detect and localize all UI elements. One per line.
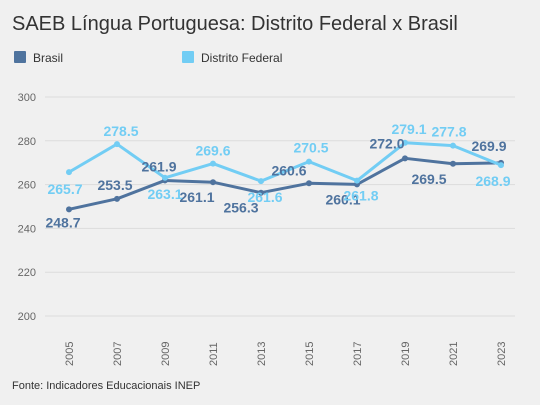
y-tick-label: 300 [18, 92, 36, 104]
legend-swatch-brasil [14, 51, 26, 63]
data-point [450, 160, 456, 167]
data-label: 265.7 [47, 181, 82, 197]
data-point [450, 142, 456, 149]
data-label: 269.6 [195, 143, 230, 159]
data-label: 261.9 [141, 158, 176, 174]
data-label: 253.5 [97, 177, 132, 193]
data-label: 261.1 [179, 189, 214, 205]
x-tick-label: 2017 [352, 342, 364, 366]
legend: Brasil Distrito Federal [14, 51, 282, 65]
data-point [210, 160, 216, 167]
x-tick-label: 2007 [112, 342, 124, 366]
x-tick-label: 2009 [160, 342, 172, 366]
y-tick-label: 280 [18, 136, 36, 148]
x-tick-label: 2023 [496, 342, 508, 366]
x-tick-label: 2015 [304, 342, 316, 366]
data-label: 260.6 [271, 162, 306, 178]
data-point [498, 162, 504, 169]
data-point [66, 169, 72, 176]
data-point [258, 178, 264, 185]
data-point [114, 141, 120, 148]
series-line [68, 141, 502, 183]
data-label: 263.1 [147, 186, 182, 202]
legend-label-distrito-federal: Distrito Federal [201, 51, 282, 65]
legend-label-brasil: Brasil [33, 51, 63, 65]
chart-title: SAEB Língua Portuguesa: Distrito Federal… [12, 13, 458, 35]
data-label: 260.1 [325, 191, 360, 207]
data-label: 261.6 [247, 189, 282, 205]
data-label: 279.1 [391, 121, 426, 137]
y-tick-label: 260 [18, 180, 36, 192]
x-axis: 2005 2007 2009 2011 2013 2015 2017 2019 2021 2023 [64, 342, 508, 366]
gridlines [45, 96, 515, 317]
data-label: 261.8 [343, 188, 378, 204]
series-line [68, 156, 502, 211]
data-point [306, 158, 312, 165]
legend-swatch-distrito-federal [182, 51, 194, 63]
data-point [306, 180, 312, 187]
data-label: 269.5 [411, 171, 446, 187]
data-label: 256.3 [223, 200, 258, 216]
data-point [258, 189, 264, 196]
x-tick-label: 2019 [400, 342, 412, 366]
data-point [402, 155, 408, 162]
y-tick-label: 240 [18, 223, 36, 235]
data-label: 270.5 [293, 140, 328, 156]
data-label: 248.7 [45, 214, 80, 230]
x-tick-label: 2013 [256, 342, 268, 366]
data-label: 277.8 [431, 124, 466, 140]
data-point [162, 174, 168, 181]
data-label: 269.9 [471, 138, 506, 154]
data-point [402, 139, 408, 146]
y-axis: 300 280 260 240 220 200 [18, 92, 36, 323]
y-tick-label: 220 [18, 267, 36, 279]
data-label: 268.9 [475, 173, 510, 189]
x-tick-label: 2005 [64, 342, 76, 366]
data-point [66, 206, 72, 213]
source-note: Fonte: Indicadores Educacionais INEP [12, 380, 200, 392]
data-point [354, 177, 360, 184]
data-label: 278.5 [103, 123, 138, 139]
data-point [114, 195, 120, 202]
data-label: 272.0 [369, 135, 404, 151]
x-tick-label: 2011 [208, 342, 220, 366]
plot-area [66, 139, 504, 213]
x-tick-label: 2021 [448, 342, 460, 366]
data-point [210, 179, 216, 186]
y-tick-label: 200 [18, 311, 36, 323]
